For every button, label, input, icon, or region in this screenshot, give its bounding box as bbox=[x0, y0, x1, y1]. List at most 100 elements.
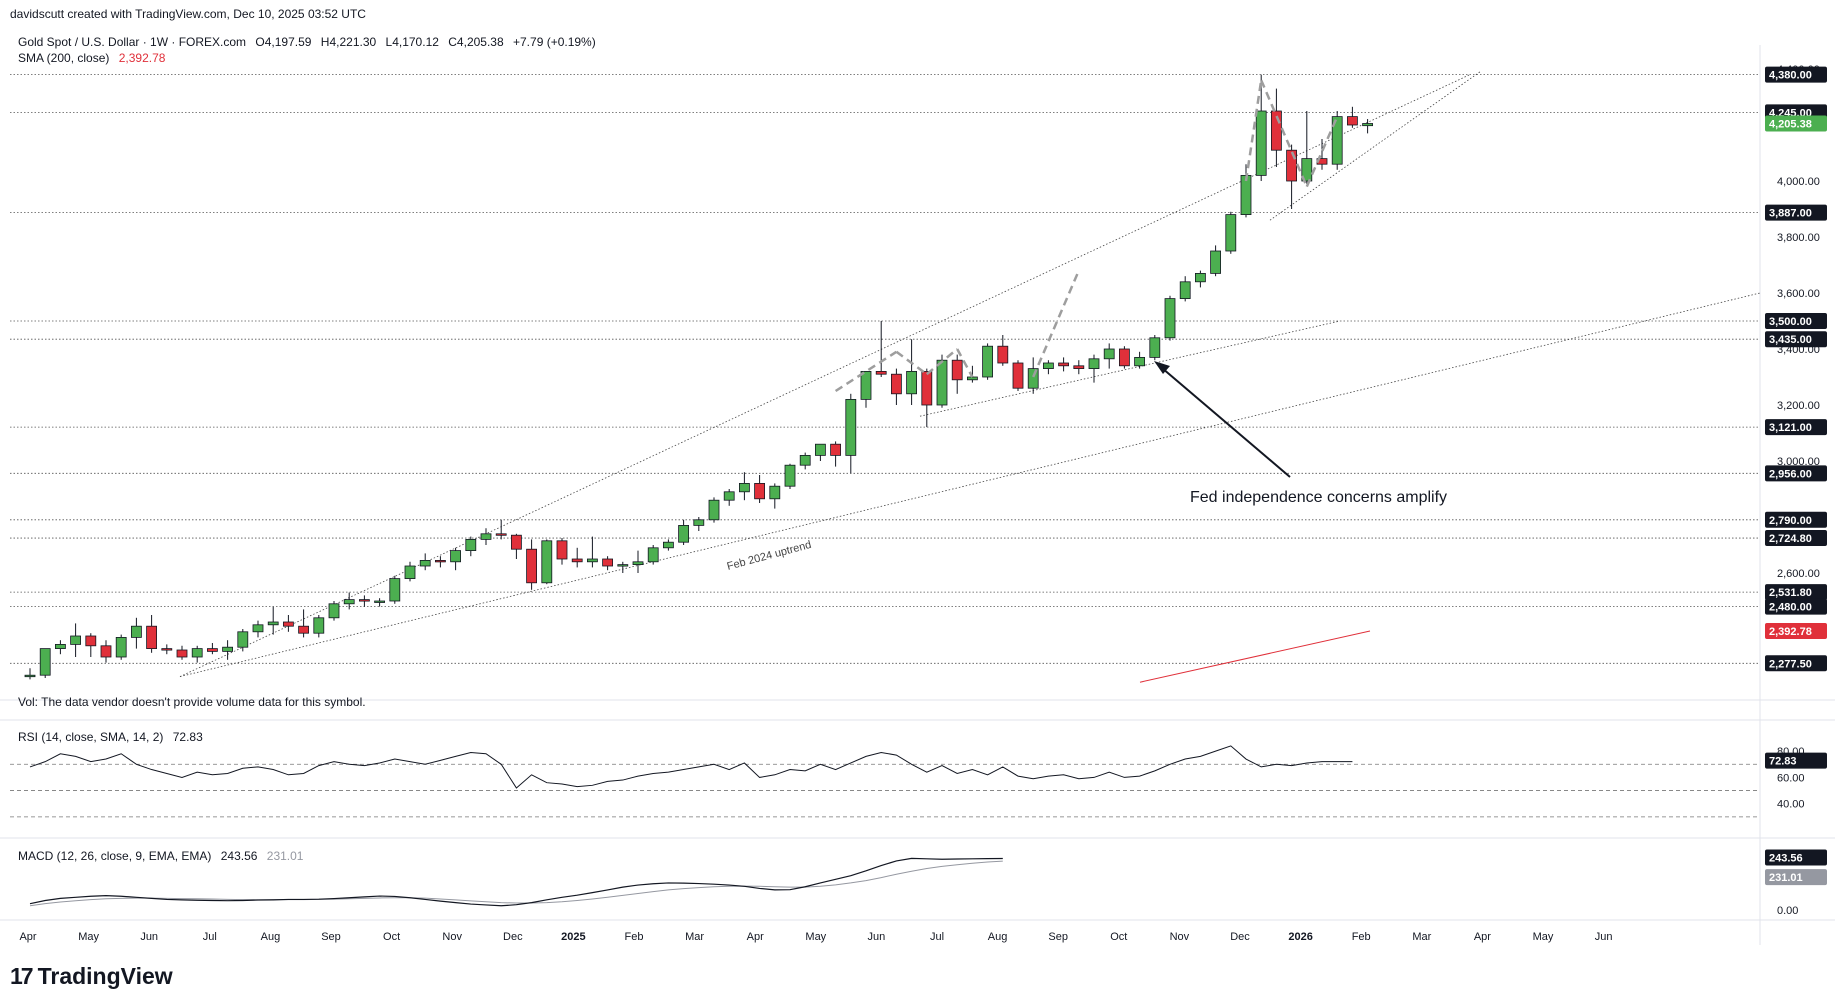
price-level-label: 2,956.00 bbox=[1769, 468, 1812, 480]
time-axis-label: Sep bbox=[1048, 931, 1068, 943]
candle bbox=[1195, 270, 1206, 288]
macd-label: MACD (12, 26, close, 9, EMA, EMA) bbox=[18, 849, 212, 863]
price-tick-label: 3,600.00 bbox=[1777, 288, 1820, 300]
candle-body bbox=[830, 443, 841, 456]
price-tick-label: 3,000.00 bbox=[1777, 456, 1820, 468]
candle-body bbox=[115, 637, 127, 658]
macd-signal-label: 231.01 bbox=[1769, 872, 1803, 884]
candle bbox=[480, 528, 492, 545]
candle-body bbox=[1012, 362, 1024, 389]
candle-body bbox=[723, 491, 735, 501]
projection-arrow bbox=[895, 350, 928, 376]
candle bbox=[678, 519, 689, 545]
trendline bbox=[1269, 71, 1481, 221]
candle-body bbox=[936, 359, 948, 406]
ohlc-low: L4,170.12 bbox=[385, 35, 439, 49]
sma-price-tag bbox=[1765, 623, 1827, 640]
candle-body bbox=[70, 635, 81, 645]
candle bbox=[875, 321, 887, 377]
candle-body bbox=[24, 674, 36, 678]
candle bbox=[1164, 295, 1176, 341]
candle bbox=[374, 598, 386, 607]
candle bbox=[176, 645, 188, 660]
candle-body bbox=[541, 540, 553, 584]
price-level-label: 2,531.80 bbox=[1769, 587, 1812, 599]
time-axis-label: Mar bbox=[1412, 931, 1431, 943]
candle-body bbox=[663, 541, 674, 549]
candle bbox=[450, 547, 462, 571]
price-tick-label: 3,200.00 bbox=[1777, 400, 1820, 412]
candle bbox=[1058, 357, 1069, 372]
price-level-tag bbox=[1765, 511, 1827, 528]
candle bbox=[769, 483, 781, 509]
macd-legend[interactable]: MACD (12, 26, close, 9, EMA, EMA) 243.56… bbox=[18, 849, 309, 863]
candle bbox=[1301, 111, 1313, 184]
candle-body bbox=[1119, 348, 1130, 367]
price-level-label: 3,500.00 bbox=[1769, 316, 1812, 328]
projection-arrow bbox=[1032, 270, 1080, 378]
candle-body bbox=[1149, 337, 1161, 358]
price-tick-label: 3,800.00 bbox=[1777, 232, 1820, 244]
ohlc-close: C4,205.38 bbox=[448, 35, 504, 49]
trendline-label: Feb 2024 uptrend bbox=[726, 539, 813, 573]
candle-body bbox=[617, 564, 629, 567]
rsi-tick-label: 60.00 bbox=[1777, 772, 1805, 784]
candle-body bbox=[1164, 298, 1176, 339]
candle-body bbox=[1347, 116, 1358, 126]
candle-body bbox=[465, 539, 477, 552]
candle-body bbox=[313, 617, 325, 634]
time-axis-label: Sep bbox=[321, 931, 341, 943]
symbol-legend: Gold Spot / U.S. Dollar · 1W · FOREX.com… bbox=[18, 35, 602, 49]
time-axis-label: Aug bbox=[261, 931, 281, 943]
candle bbox=[130, 617, 142, 649]
candle-body bbox=[343, 599, 355, 605]
candle bbox=[1362, 119, 1373, 134]
candle-body bbox=[632, 561, 644, 565]
price-level-tag bbox=[1765, 313, 1827, 329]
candle bbox=[1088, 354, 1100, 383]
candle-body bbox=[358, 599, 370, 602]
candle-body bbox=[191, 648, 203, 658]
candle-body bbox=[1225, 214, 1237, 252]
candle bbox=[951, 354, 963, 394]
candle-body bbox=[1255, 110, 1267, 176]
candle bbox=[799, 452, 811, 470]
candle-body bbox=[799, 454, 811, 466]
candle-body bbox=[1271, 110, 1282, 151]
candle-body bbox=[906, 370, 917, 395]
price-level-label: 3,121.00 bbox=[1769, 422, 1812, 434]
candle-body bbox=[434, 560, 446, 563]
candle bbox=[1043, 360, 1054, 375]
time-axis-label: Apr bbox=[19, 931, 36, 943]
price-level-tag bbox=[1765, 66, 1827, 83]
candle-body bbox=[1286, 149, 1297, 182]
candle bbox=[723, 489, 735, 506]
rsi-line bbox=[29, 745, 1353, 789]
time-axis-label: Apr bbox=[1474, 931, 1491, 943]
candle-body bbox=[1362, 123, 1373, 127]
candle-body bbox=[1134, 356, 1145, 367]
candle-body bbox=[526, 548, 537, 584]
price-level-label: 3,887.00 bbox=[1769, 208, 1812, 220]
candle-body bbox=[982, 345, 993, 378]
candle bbox=[830, 441, 841, 467]
sma-legend[interactable]: SMA (200, close) 2,392.78 bbox=[18, 51, 171, 65]
time-axis-label: Feb bbox=[625, 931, 644, 943]
candle bbox=[997, 335, 1009, 366]
candle-body bbox=[450, 550, 462, 563]
macd-line bbox=[29, 857, 1003, 907]
candle bbox=[784, 463, 796, 489]
time-axis-label: Jun bbox=[1595, 931, 1613, 943]
rsi-legend[interactable]: RSI (14, close, SMA, 14, 2) 72.83 bbox=[18, 730, 209, 744]
candle-body bbox=[100, 645, 112, 658]
candle bbox=[967, 365, 978, 383]
symbol-title[interactable]: Gold Spot / U.S. Dollar · 1W · FOREX.com bbox=[18, 35, 247, 49]
candle-body bbox=[282, 621, 294, 627]
tradingview-logo[interactable]: 17 TradingView bbox=[10, 963, 173, 990]
candle-body bbox=[784, 464, 796, 487]
candle-body bbox=[495, 533, 507, 536]
candle-body bbox=[602, 558, 613, 567]
candle bbox=[222, 640, 234, 660]
rsi-value-tag bbox=[1765, 752, 1827, 769]
